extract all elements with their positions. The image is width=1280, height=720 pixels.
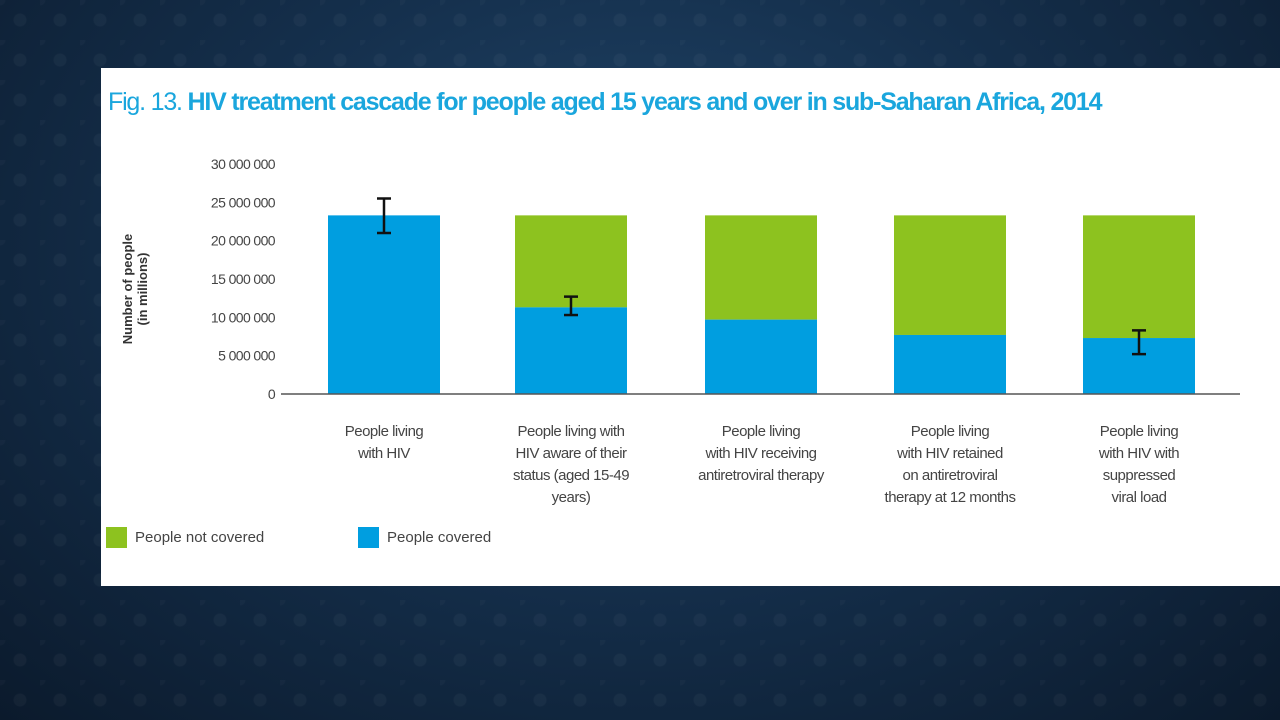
figure-title-text: HIV treatment cascade for people aged 15… — [187, 88, 1103, 116]
category-label: suppressed — [1103, 467, 1176, 484]
category-label: with HIV receiving — [704, 445, 816, 462]
bar-covered — [328, 215, 440, 394]
y-tick-label: 30 000 000 — [211, 156, 276, 172]
y-tick-label: 0 — [268, 386, 276, 402]
category-label: antiretroviral therapy — [698, 467, 825, 484]
legend-swatch-covered — [358, 527, 379, 548]
bar-covered — [894, 334, 1006, 394]
category-label: with HIV — [357, 445, 410, 462]
legend-label-covered: People covered — [387, 529, 492, 546]
y-tick-label: 25 000 000 — [211, 194, 276, 210]
legend-label-not-covered: People not covered — [135, 529, 265, 546]
category-label: with HIV retained — [896, 445, 1003, 462]
bar-covered — [515, 307, 627, 394]
figure-panel: Fig. 13. HIV treatment cascade for peopl… — [101, 68, 1280, 586]
category-label: People living with — [518, 423, 625, 440]
category-label: People living — [1100, 423, 1179, 440]
category-label: years) — [552, 489, 591, 506]
legend-item-not-covered: People not covered — [106, 527, 264, 548]
bar-covered — [705, 319, 817, 394]
category-label: status (aged 15-49 — [513, 467, 629, 484]
category-label: on antiretroviral — [903, 467, 998, 484]
y-tick-label: 20 000 000 — [211, 233, 276, 249]
bar-not-covered — [515, 215, 627, 308]
category-label: viral load — [1111, 489, 1166, 506]
bar-chart: 0 5 000 000 10 000 000 15 000 000 20 000 000… — [211, 156, 1240, 506]
category-label: HIV aware of their — [515, 445, 627, 462]
category-label: People living — [911, 423, 990, 440]
bar-not-covered — [1083, 215, 1195, 339]
legend-item-covered: People covered — [358, 527, 491, 548]
bar-not-covered — [894, 215, 1006, 335]
category-label: People living — [345, 423, 424, 440]
figure-number: Fig. 13. — [108, 88, 183, 116]
category-label: with HIV with — [1098, 445, 1179, 462]
bar-not-covered — [705, 215, 817, 320]
figure-title: Fig. 13. HIV treatment cascade for peopl… — [108, 88, 1103, 117]
y-tick-label: 15 000 000 — [211, 271, 276, 287]
y-tick-label: 10 000 000 — [211, 309, 276, 325]
legend-swatch-not-covered — [106, 527, 127, 548]
y-tick-label: 5 000 000 — [218, 348, 276, 364]
category-label: People living — [722, 423, 801, 440]
category-label: therapy at 12 months — [885, 489, 1016, 506]
